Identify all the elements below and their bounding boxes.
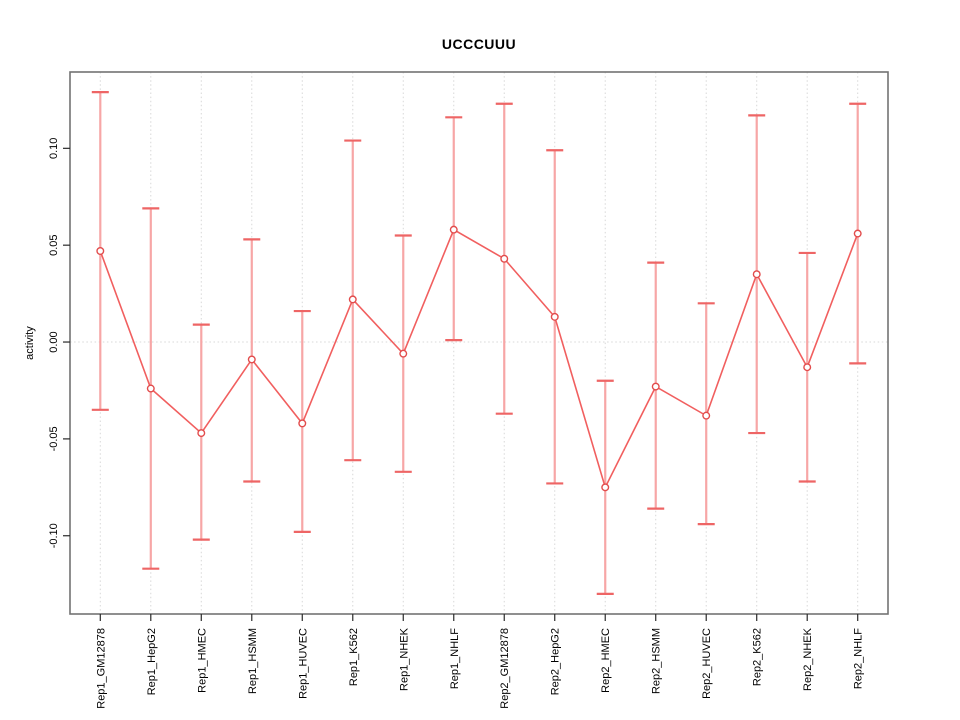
x-tick-label: Rep2_NHEK [802, 627, 814, 691]
data-point [348, 295, 357, 304]
x-tick-label: Rep1_HUVEC [297, 628, 309, 699]
y-tick-label: 0.00 [48, 331, 60, 352]
x-tick-label: Rep2_HUVEC [701, 628, 713, 699]
x-tick-label: Rep1_K562 [348, 628, 360, 686]
data-point [853, 229, 862, 238]
x-tick-label: Rep1_GM12878 [95, 628, 107, 709]
data-point [449, 225, 458, 234]
x-tick-label: Rep2_GM12878 [499, 628, 511, 709]
data-point [197, 429, 206, 438]
x-tick-label: Rep2_HepG2 [550, 628, 562, 695]
data-point [298, 419, 307, 428]
y-tick-label: -0.05 [48, 426, 60, 451]
x-tick-label: Rep2_HSMM [651, 628, 663, 694]
x-tick-label: Rep2_HMEC [600, 628, 612, 693]
x-tick-label: Rep1_HepG2 [146, 628, 158, 695]
data-point [550, 312, 559, 321]
x-tick-label: Rep2_K562 [752, 628, 764, 686]
data-line [99, 228, 859, 490]
x-tick-label: Rep1_NHLF [449, 628, 461, 689]
data-point [601, 483, 610, 492]
data-point [752, 270, 761, 279]
x-tick-label: Rep1_HSMM [247, 628, 259, 694]
data-point [803, 363, 812, 372]
data-point [146, 384, 155, 393]
y-tick-label: 0.05 [48, 234, 60, 255]
chart-title: UCCCUUU [441, 36, 517, 52]
data-point [96, 246, 105, 255]
data-point [500, 254, 509, 263]
x-tick-label: Rep2_NHLF [853, 628, 865, 689]
data-point [702, 411, 711, 420]
plot-frame [69, 71, 889, 615]
x-tick-label: Rep1_NHEK [398, 627, 410, 691]
data-point [247, 355, 256, 364]
data-point [399, 349, 408, 358]
y-tick-label: 0.10 [48, 138, 60, 159]
data-point [651, 382, 660, 391]
y-tick-label: -0.10 [48, 523, 60, 548]
x-tick-label: Rep1_HMEC [196, 628, 208, 693]
